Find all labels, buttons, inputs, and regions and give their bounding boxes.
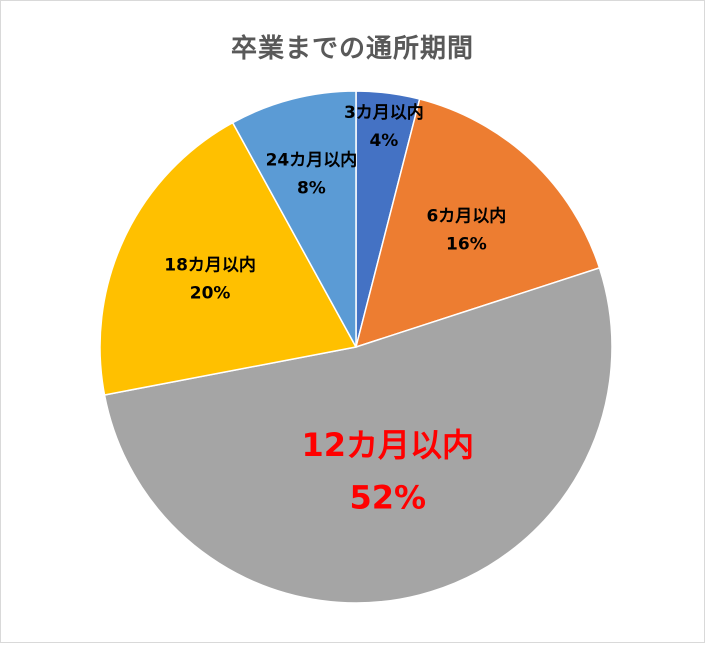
slice-label-1: 3カ月以内 [344,102,424,123]
slice-label-2: 6カ月以内 [426,205,506,226]
pie-slice-5 [231,90,357,348]
pie-slice-4 [99,121,358,396]
slice-percent-3: 52% [350,479,427,517]
slice-percent-4: 20% [190,283,231,303]
slice-label-5: 24カ月以内 [266,149,358,170]
slice-percent-1: 4% [369,131,398,151]
slice-label-4: 18カ月以内 [164,254,256,275]
slice-percent-2: 16% [446,234,487,254]
pie-slice-3 [103,266,613,604]
slice-label-3: 12カ月以内 [302,426,475,464]
chart-title: 卒業までの通所期間 [230,34,474,64]
slice-percent-5: 8% [297,178,326,198]
pie-slice-2 [354,98,601,349]
